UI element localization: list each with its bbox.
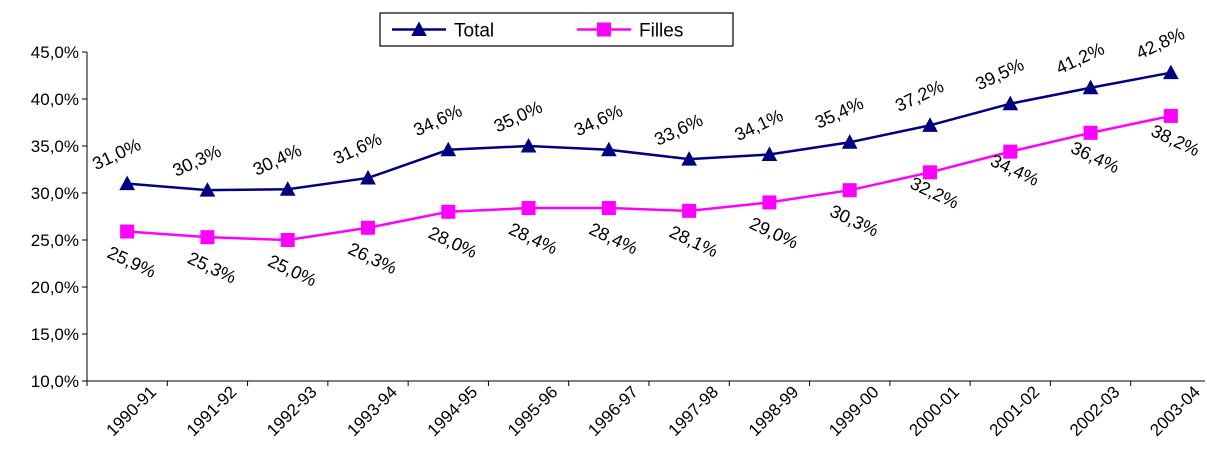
y-tick-label: 20,0% [31,278,79,297]
triangle-marker [199,182,216,197]
x-tick-label: 1994-95 [424,382,482,440]
x-tick-label: 1992-93 [263,382,321,440]
data-label-total: 34,1% [732,105,787,145]
data-label-filles: 29,0% [747,213,802,253]
square-marker [280,233,295,247]
data-label-filles: 26,3% [345,238,400,278]
data-label-filles: 25,3% [185,248,240,288]
data-label-total: 34,6% [571,100,626,140]
square-marker [200,230,215,245]
x-tick-label: 2000-01 [905,382,963,440]
triangle-marker [1082,79,1099,95]
legend-label: Filles [639,21,683,42]
triangle-marker [841,134,858,149]
data-label-filles: 38,2% [1148,121,1203,161]
x-tick-label: 1993-94 [343,382,401,440]
square-marker [521,201,536,216]
series-line-filles [127,114,1172,242]
data-label-total: 31,6% [330,129,385,169]
y-tick-label: 25,0% [31,231,79,250]
square-marker [120,224,135,239]
square-marker [1003,144,1018,159]
y-tick-label: 30,0% [31,184,79,203]
triangle-marker [681,151,697,166]
x-tick-label: 2002-03 [1066,382,1124,440]
square-marker [601,201,616,216]
data-label-total: 39,5% [972,54,1027,94]
triangle-marker [279,181,296,196]
x-tick-label: 2003-04 [1146,382,1204,440]
x-tick-label: 1990-91 [103,382,161,440]
y-tick-label: 45,0% [31,43,79,62]
data-label-total: 37,2% [892,76,947,116]
square-marker [441,204,456,219]
data-label-total: 35,4% [812,93,867,133]
square-marker [923,165,937,180]
triangle-marker [601,141,617,157]
data-label-filles: 36,4% [1068,138,1123,178]
data-label-total: 31,0% [89,134,144,174]
triangle-marker [360,169,376,185]
y-tick-label: 10,0% [31,372,79,391]
square-marker [1083,125,1098,140]
x-tick-label: 1991-92 [183,382,241,440]
data-label-total: 34,6% [410,100,465,140]
data-label-filles: 30,3% [827,201,882,241]
triangle-marker [1163,64,1179,80]
square-marker [682,203,697,218]
y-tick-label: 40,0% [31,90,79,109]
data-label-total: 30,3% [170,141,225,181]
triangle-marker [119,175,135,191]
data-label-filles: 25,9% [104,242,159,282]
series-line-total [127,71,1172,192]
data-label-total: 30,4% [250,140,305,180]
square-marker [762,195,777,210]
x-tick-label: 1995-96 [504,382,562,440]
data-label-total: 35,0% [491,97,546,137]
data-label-filles: 28,4% [586,219,641,259]
y-tick-label: 15,0% [31,325,79,344]
data-label-total: 33,6% [651,110,706,150]
data-label-filles: 25,0% [265,251,320,291]
square-marker [842,183,857,198]
data-label-filles: 28,1% [666,222,721,262]
x-tick-label: 1999-00 [825,382,883,440]
x-tick-label: 1998-99 [745,382,803,440]
square-marker [1163,108,1178,123]
data-label-total: 41,2% [1053,38,1108,78]
triangle-marker [922,117,938,132]
y-tick-label: 35,0% [31,137,79,156]
x-tick-label: 2001-02 [986,382,1044,440]
legend-label: Total [454,21,494,42]
legend-triangle-icon [411,21,427,36]
triangle-marker [440,141,457,157]
data-label-total: 42,8% [1133,23,1188,63]
legend-square-icon [597,22,611,37]
x-tick-label: 1996-97 [584,382,642,440]
data-label-filles: 28,4% [506,219,561,259]
triangle-marker [520,137,537,153]
triangle-marker [761,146,778,161]
x-tick-label: 1997-98 [665,382,723,440]
data-label-filles: 28,0% [425,223,480,263]
square-marker [361,220,375,235]
triangle-marker [1002,95,1019,111]
